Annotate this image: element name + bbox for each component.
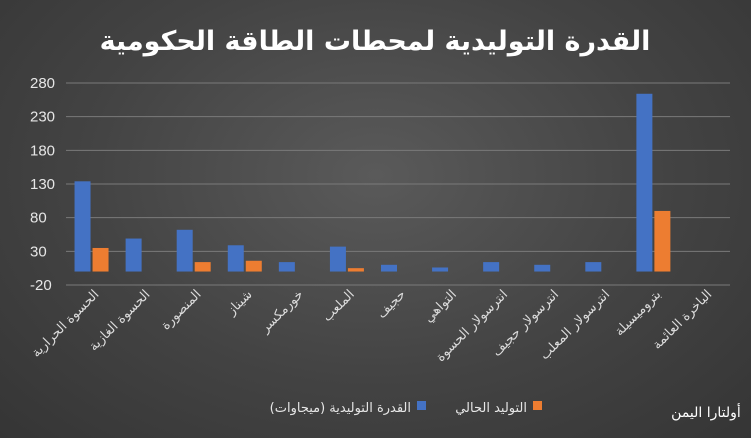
- current-generation-bar: [194, 262, 211, 272]
- legend-label: التوليد الحالي: [455, 401, 527, 416]
- capacity-bar: [278, 262, 295, 272]
- capacity-bar: [381, 264, 397, 272]
- capacity-bar: [534, 264, 551, 272]
- capacity-bar: [329, 246, 346, 272]
- y-tick-label: 80: [30, 210, 47, 227]
- legend-swatch: [533, 401, 542, 410]
- x-category-label: المنصورة: [158, 287, 204, 333]
- x-category-label: التواهي: [421, 287, 460, 326]
- footnote: أولتارا اليمن: [671, 403, 741, 421]
- capacity-bar: [585, 262, 602, 272]
- current-generation-bar: [92, 247, 109, 272]
- capacity-bar: [483, 262, 500, 272]
- capacity-bar: [636, 93, 653, 272]
- y-axis-ticks: -20 30 80 130 180 230 280: [30, 75, 55, 294]
- y-tick-label: 230: [30, 109, 55, 126]
- x-category-label: بتروميسيلة: [612, 287, 664, 339]
- capacity-bar: [227, 245, 244, 272]
- capacity-bar: [176, 229, 193, 272]
- y-tick-label: -20: [30, 277, 52, 294]
- capacity-bar: [432, 267, 449, 272]
- y-tick-label: 30: [30, 243, 47, 260]
- current-generation-bar: [654, 210, 671, 272]
- capacity-bar: [125, 238, 142, 272]
- y-tick-label: 280: [30, 75, 55, 92]
- current-generation-bar: [347, 268, 364, 272]
- legend: القدرة التوليدية (ميجاوات) التوليد الحالي: [270, 401, 542, 416]
- x-category-label: شيناز: [224, 287, 256, 319]
- legend-swatch: [417, 401, 426, 410]
- current-generation-bar: [245, 260, 262, 272]
- x-category-label: حجيف: [374, 287, 409, 322]
- legend-label: القدرة التوليدية (ميجاوات): [270, 401, 411, 416]
- x-category-label: خورمكسر: [257, 287, 306, 336]
- x-category-label: الملعب: [320, 287, 358, 325]
- y-tick-label: 130: [30, 176, 55, 193]
- chart-title: القدرة التوليدية لمحطات الطاقة الحكومية: [100, 26, 651, 57]
- bars: [74, 93, 671, 272]
- gridlines: [66, 82, 730, 286]
- capacity-bar: [74, 181, 91, 272]
- y-tick-label: 180: [30, 142, 55, 159]
